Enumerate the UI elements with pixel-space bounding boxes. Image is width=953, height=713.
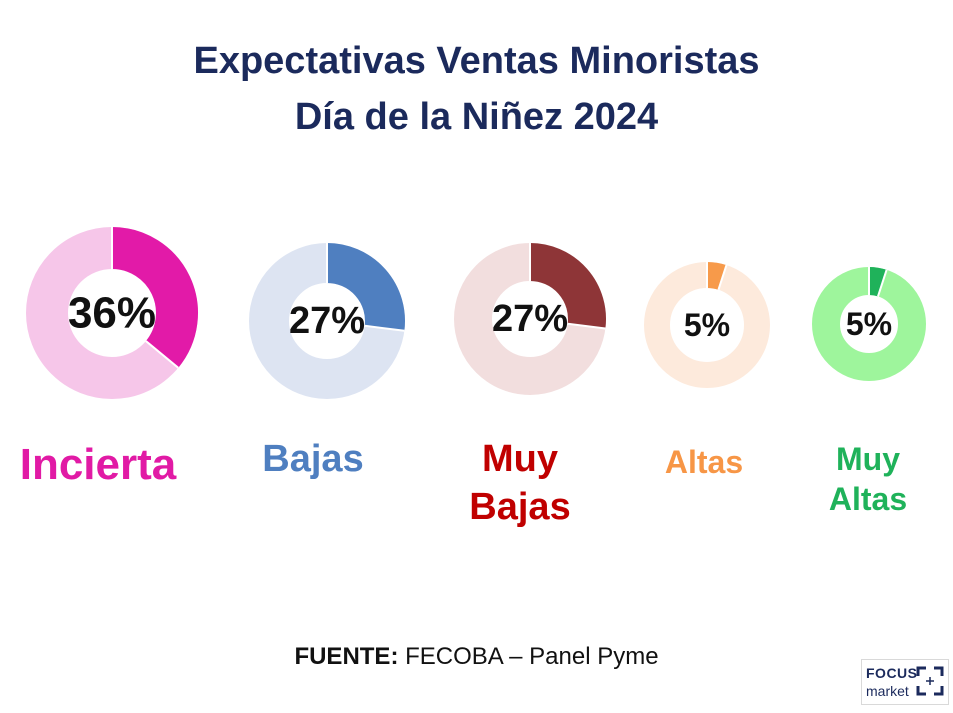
- segment-edge-incierta-1: [145, 340, 179, 369]
- source-label: FUENTE:: [294, 643, 399, 670]
- data-label-incierta: 36%: [68, 289, 156, 338]
- category-label-word: Incierta: [19, 440, 177, 489]
- data-label-muy-altas: 5%: [846, 306, 892, 342]
- chart-title-line1: Expectativas Ventas Minoristas: [193, 40, 760, 82]
- donut-segment-altas: [706, 262, 727, 290]
- category-label-word: Muy: [836, 441, 900, 477]
- donut-muy-altas: 5%: [812, 266, 926, 381]
- category-label-word: Bajas: [262, 438, 364, 480]
- category-label-muy-bajas: Muy Bajas: [430, 436, 610, 531]
- segment-edge-altas-1: [717, 264, 728, 291]
- logo-line1: FOCUS: [866, 665, 918, 681]
- chart-title-line2: Día de la Niñez 2024: [294, 96, 659, 138]
- donut-segment-bajas: [326, 243, 405, 331]
- data-label-altas: 5%: [684, 307, 730, 343]
- category-label-muy-altas: Muy Altas: [788, 439, 948, 519]
- donut-incierta: 36%: [26, 227, 198, 399]
- segment-edge-muy-altas-1: [877, 269, 888, 297]
- category-label-bajas: Bajas: [223, 436, 403, 484]
- donut-segment-incierta: [111, 227, 198, 368]
- data-label-bajas: 27%: [289, 300, 365, 342]
- donut-segment-muy-bajas: [529, 243, 606, 329]
- donut-bajas: 27%: [249, 243, 405, 399]
- focus-market-logo: FOCUS market: [861, 659, 949, 705]
- logo-line2: market: [866, 683, 909, 699]
- source-note: FUENTE: FECOBA – Panel Pyme: [0, 643, 953, 671]
- segment-edge-muy-bajas-1: [567, 322, 606, 330]
- donut-charts: 36% 27% 27% 5% 5%: [26, 227, 926, 399]
- segment-edge-bajas-1: [364, 324, 405, 332]
- donut-segment-muy-altas: [868, 266, 887, 297]
- category-label-word: Muy: [482, 438, 558, 480]
- category-label-word: Altas: [664, 444, 744, 480]
- donut-muy-bajas: 27%: [454, 243, 606, 395]
- category-label-incierta: Incierta: [0, 437, 198, 492]
- donut-altas: 5%: [644, 262, 770, 388]
- data-label-muy-bajas: 27%: [492, 298, 568, 340]
- category-label-word: Altas: [828, 481, 908, 517]
- category-label-word: Bajas: [469, 485, 571, 528]
- logo-frame-icon: [916, 666, 944, 696]
- source-text: FECOBA – Panel Pyme: [398, 643, 659, 670]
- category-label-altas: Altas: [624, 442, 784, 482]
